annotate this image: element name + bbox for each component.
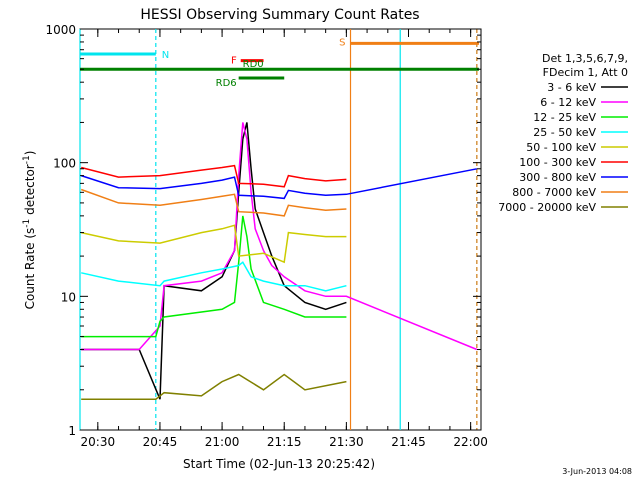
x-tick-label: 21:15 (267, 435, 302, 449)
footer-date: 3-Jun-2013 04:08 (562, 467, 632, 476)
series-line-5 (81, 164, 347, 188)
x-tick-label: 21:45 (391, 435, 426, 449)
legend-label: 100 - 300 keV (519, 156, 596, 169)
vertical-markers (79, 29, 478, 430)
flag-label: N (162, 50, 169, 61)
flag-label: RD6 (216, 78, 237, 89)
x-tick-label: 21:00 (205, 435, 240, 449)
flag-label: RD0 (243, 59, 264, 70)
x-axis-label: Start Time (02-Jun-13 20:25:42) (183, 457, 375, 471)
flag-label: F (231, 56, 237, 67)
x-tick-label: 22:00 (453, 435, 488, 449)
flag-label: S (339, 37, 345, 48)
legend-label: 300 - 800 keV (519, 171, 596, 184)
x-tick-label: 21:30 (329, 435, 364, 449)
series-line-3 (81, 261, 347, 292)
legend: Det 1,3,5,6,7,9, FDecim 1, Att 0 3 - 6 k… (498, 52, 628, 214)
axis-ticks: 20:30 20:45 21:00 21:15 21:30 21:45 22:00 1 10 10… (45, 23, 487, 449)
y-tick-label: 100 (53, 157, 76, 171)
plot-area (79, 28, 482, 431)
series-line-8 (81, 373, 347, 400)
legend-label: 50 - 100 keV (526, 141, 596, 154)
series-line-6 (80, 168, 478, 200)
legend-label: 25 - 50 keV (533, 126, 596, 139)
y-tick-label: 10 (61, 290, 76, 304)
legend-label: 3 - 6 keV (547, 81, 596, 94)
series-line-1 (81, 122, 478, 351)
flag-bars: N S F RD0 RD6 (80, 37, 479, 89)
legend-header-1: Det 1,3,5,6,7,9, (542, 52, 628, 65)
series-line-0 (81, 122, 347, 400)
legend-label: 800 - 7000 keV (512, 186, 596, 199)
series-group (80, 122, 478, 400)
x-tick-label: 20:45 (143, 435, 178, 449)
legend-label: 6 - 12 keV (540, 96, 596, 109)
plot-frame (79, 28, 482, 431)
y-axis-label: Count Rate (s-1 detector-1) (22, 151, 37, 310)
y-tick-label: 1 (68, 424, 76, 438)
legend-label: 12 - 25 keV (533, 111, 596, 124)
legend-label: 7000 - 20000 keV (498, 201, 596, 214)
series-line-4 (81, 224, 347, 264)
y-tick-label: 1000 (45, 23, 76, 37)
series-line-7 (80, 188, 347, 217)
x-tick-label: 20:30 (81, 435, 116, 449)
chart-title: HESSI Observing Summary Count Rates (140, 7, 419, 23)
series-line-2 (81, 215, 347, 338)
legend-header-2: FDecim 1, Att 0 (543, 66, 628, 79)
